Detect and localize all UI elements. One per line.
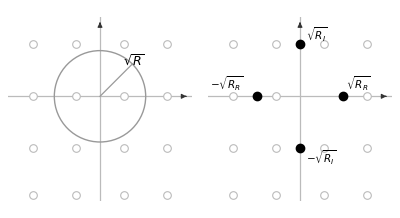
Text: $\sqrt{R_R}$: $\sqrt{R_R}$ (346, 75, 370, 93)
Text: $\sqrt{R_I}$: $\sqrt{R_I}$ (306, 26, 328, 44)
Text: $-\sqrt{R_I}$: $-\sqrt{R_I}$ (306, 148, 337, 167)
Text: $\sqrt{R}$: $\sqrt{R}$ (123, 53, 145, 68)
Text: $-\sqrt{R_R}$: $-\sqrt{R_R}$ (210, 75, 243, 93)
